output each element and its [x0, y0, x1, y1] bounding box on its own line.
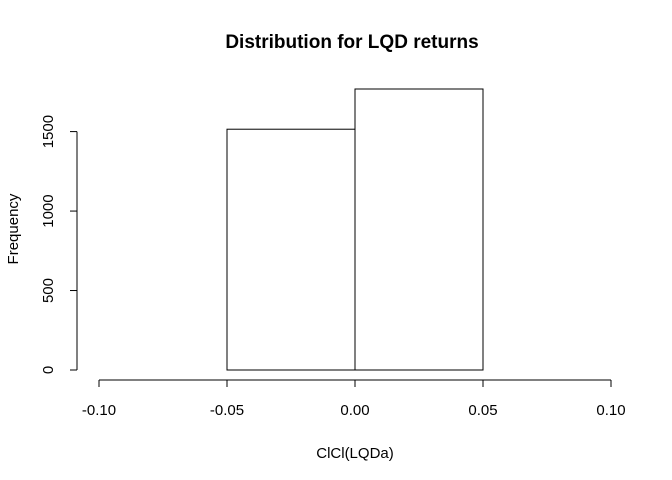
x-tick-label: 0.10 [596, 402, 625, 419]
histogram-bars [226, 88, 484, 371]
histogram-bar-2 [354, 88, 484, 371]
x-axis-label: ClCl(LQDa) [316, 445, 394, 462]
x-tick-label: -0.10 [82, 402, 116, 419]
x-tick-label: -0.05 [210, 402, 244, 419]
histogram-bar-1 [226, 128, 356, 371]
y-tick-label: 1500 [40, 115, 57, 148]
y-tick-label: 1000 [40, 194, 57, 227]
y-tick-label: 0 [40, 366, 57, 374]
y-tick-label: 500 [40, 278, 57, 303]
x-tick-label: 0.00 [340, 402, 369, 419]
y-axis-label: Frequency [5, 193, 22, 264]
y-axis: 0 500 1000 1500 [40, 115, 78, 374]
chart-title: Distribution for LQD returns [225, 32, 478, 53]
x-axis: -0.10 -0.05 0.00 0.05 0.10 [82, 379, 626, 419]
x-tick-label: 0.05 [468, 402, 497, 419]
